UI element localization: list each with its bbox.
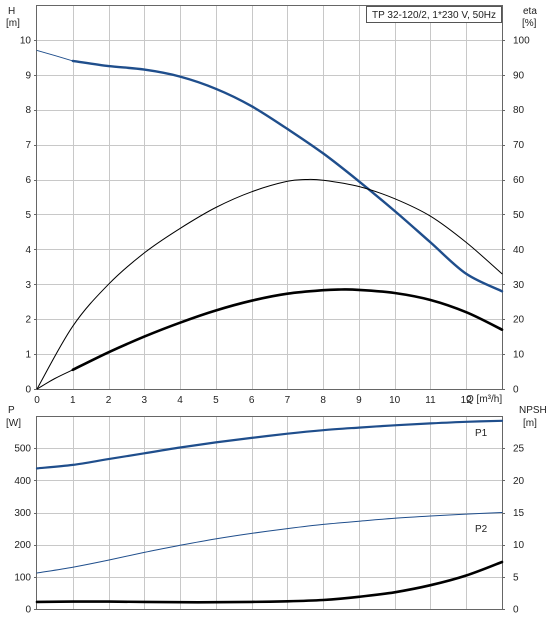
y-left-tick-label-top: 2 (25, 315, 31, 326)
x-tick-label: 6 (249, 395, 255, 406)
top-plot-series (36, 49, 504, 390)
y-left-tick-label-top: 10 (20, 35, 32, 46)
x-tick-label: 4 (177, 395, 183, 406)
y-right-tick-label-bottom: 5 (513, 572, 519, 583)
x-tick-label: 10 (389, 395, 401, 406)
y-right-tick-label-bottom: 25 (513, 444, 525, 455)
y-right-tick-label-top: 50 (513, 210, 525, 221)
chart-title: TP 32-120/2, 1*230 V, 50Hz (372, 10, 496, 21)
y-left-tick-label-bottom: 400 (14, 476, 31, 487)
x-tick-label: 1 (70, 395, 76, 406)
y-right-tick-label-top: 70 (513, 140, 525, 151)
x-tick-label: 7 (285, 395, 291, 406)
y-right-tick-label-top: 100 (513, 35, 530, 46)
top-plot-grid (37, 5, 502, 389)
y-right-tick-label-bottom: 15 (513, 508, 525, 519)
y-left-tick-label-bottom: 500 (14, 444, 31, 455)
y-left-tick-label-top: 3 (25, 280, 31, 291)
y-right-tick-label-top: 90 (513, 70, 525, 81)
x-tick-label: 2 (106, 395, 112, 406)
y-right-tick-label-top: 0 (513, 385, 519, 396)
y-left-tick-label-top: 5 (25, 210, 31, 221)
y-left-label-bottom: P (8, 405, 15, 416)
top-plot-frame (36, 5, 503, 390)
x-tick-label: 9 (356, 395, 362, 406)
y-right-tick-label-top: 80 (513, 105, 525, 116)
x-tick-label: 11 (425, 395, 436, 406)
series-line-top-efficiency (36, 178, 503, 390)
y-left-tick-label-bottom: 0 (25, 605, 31, 616)
y-left-tick-label-bottom: 200 (14, 540, 31, 551)
title-box (366, 6, 502, 23)
bottom-plot-grid (37, 416, 502, 609)
y-right-label-bottom: NPSH (519, 405, 547, 416)
series-line-bottom-p1 (35, 419, 504, 470)
y-right-tick-label-bottom: 10 (513, 540, 525, 551)
series-label-p1: P1 (475, 428, 488, 439)
x-tick-label: 8 (320, 395, 326, 406)
x-axis-label: Q [m³/h] (466, 394, 502, 405)
y-left-tick-label-top: 7 (25, 140, 31, 151)
y-left-unit-bottom: [W] (6, 418, 21, 429)
y-right-tick-label-top: 60 (513, 175, 525, 186)
y-right-tick-label-top: 30 (513, 280, 525, 291)
y-left-tick-label-top: 9 (25, 70, 31, 81)
series-line-top-pump-head-thin (36, 49, 74, 62)
y-right-tick-label-top: 10 (513, 350, 525, 361)
y-left-tick-label-bottom: 300 (14, 508, 31, 519)
y-right-tick-label-top: 40 (513, 245, 525, 256)
x-tick-label: 0 (34, 395, 40, 406)
y-right-tick-label-bottom: 20 (513, 476, 525, 487)
x-tick-label: 5 (213, 395, 219, 406)
y-right-tick-label-top: 20 (513, 315, 525, 326)
y-left-tick-label-top: 4 (25, 245, 31, 256)
y-right-label-top: eta (523, 6, 537, 17)
y-left-unit-top: [m] (6, 18, 20, 29)
y-left-tick-label-top: 6 (25, 175, 31, 186)
y-left-tick-label-top: 1 (25, 350, 31, 361)
y-left-label-top: H (8, 6, 15, 17)
series-line-bottom-p2 (36, 512, 503, 574)
series-line-bottom-npsh (35, 560, 504, 604)
y-left-tick-label-top: 8 (25, 105, 31, 116)
bottom-plot-series (35, 419, 504, 604)
series-line-top-pump-head (71, 59, 504, 293)
series-line-top-npsh-req (71, 288, 504, 372)
y-left-tick-label-bottom: 100 (14, 572, 31, 583)
x-tick-label: 3 (142, 395, 148, 406)
series-line-top-thin (36, 369, 74, 390)
series-label-p2: P2 (475, 524, 488, 535)
y-right-unit-top: [%] (522, 18, 537, 29)
x-tick-label: 12 (461, 395, 473, 406)
y-right-tick-label-bottom: 0 (513, 605, 519, 616)
y-right-unit-bottom: [m] (523, 418, 537, 429)
y-left-tick-label-top: 0 (25, 385, 31, 396)
